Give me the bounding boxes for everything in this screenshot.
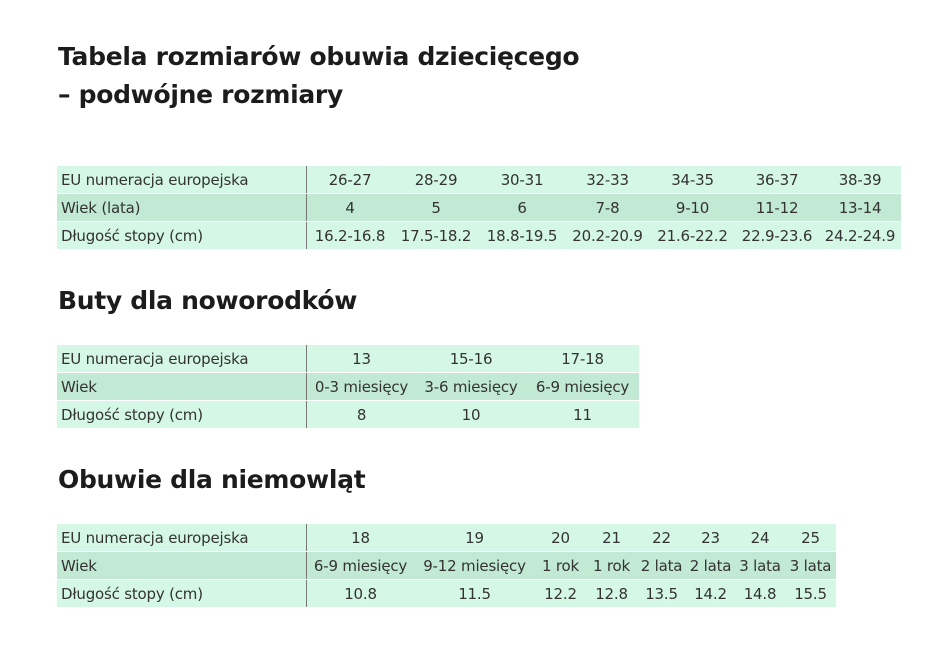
row-label: Wiek (57, 373, 307, 400)
row-label: Wiek (lata) (57, 194, 307, 221)
table-cell: 1 rok (586, 552, 637, 579)
table-cell: 9-10 (650, 194, 735, 221)
table-row: Wiek (lata) 4 5 6 7-8 9-10 11-12 13-14 (57, 194, 901, 221)
table-cell: 22 (637, 524, 686, 551)
table-cell: 19 (414, 524, 535, 551)
table-cell: 21.6-22.2 (650, 222, 735, 249)
table-cell: 26-27 (307, 166, 393, 193)
table-row: Wiek 0-3 miesięcy 3-6 miesięcy 6-9 miesięcy (57, 373, 639, 400)
table-cell: 24.2-24.9 (819, 222, 901, 249)
table-cell: 6-9 miesięcy (307, 552, 414, 579)
table-cell: 23 (686, 524, 735, 551)
table-cell: 17.5-18.2 (393, 222, 479, 249)
table-cell: 22.9-23.6 (735, 222, 819, 249)
table-cell: 11.5 (414, 580, 535, 607)
table-cell: 21 (586, 524, 637, 551)
table-cell: 15.5 (785, 580, 836, 607)
table-cell: 17-18 (526, 345, 639, 372)
table-cell: 34-35 (650, 166, 735, 193)
size-table-double: EU numeracja europejska 26-27 28-29 30-31 32… (57, 165, 901, 250)
table-cell: 4 (307, 194, 393, 221)
size-table-newborn: EU numeracja europejska 13 15-16 17-18 Wiek 0… (57, 344, 639, 429)
table-cell: 5 (393, 194, 479, 221)
title-line-2: – podwójne rozmiary (58, 80, 343, 109)
table-cell: 30-31 (479, 166, 565, 193)
row-label: Wiek (57, 552, 307, 579)
table-cell: 3 lata (785, 552, 836, 579)
row-label: EU numeracja europejska (57, 345, 307, 372)
table-row: Długość stopy (cm) 16.2-16.8 17.5-18.2 18.8… (57, 222, 901, 249)
table-cell: 10 (416, 401, 526, 428)
table-cell: 2 lata (637, 552, 686, 579)
table-cell: 14.2 (686, 580, 735, 607)
table-cell: 20 (535, 524, 586, 551)
table-cell: 6-9 miesięcy (526, 373, 639, 400)
table-cell: 13-14 (819, 194, 901, 221)
table-cell: 0-3 miesięcy (307, 373, 416, 400)
table-row: Długość stopy (cm) 10.8 11.5 12.2 12.8 13.5 14… (57, 580, 836, 607)
table-cell: 28-29 (393, 166, 479, 193)
table-row: EU numeracja europejska 18 19 20 21 22 23 24 25 (57, 524, 836, 551)
table-cell: 6 (479, 194, 565, 221)
table-cell: 2 lata (686, 552, 735, 579)
table-cell: 36-37 (735, 166, 819, 193)
row-label: Długość stopy (cm) (57, 401, 307, 428)
table-cell: 11-12 (735, 194, 819, 221)
table-cell: 11 (526, 401, 639, 428)
row-label: EU numeracja europejska (57, 166, 307, 193)
table-cell: 18.8-19.5 (479, 222, 565, 249)
row-label: Długość stopy (cm) (57, 222, 307, 249)
table-cell: 1 rok (535, 552, 586, 579)
table-cell: 7-8 (565, 194, 650, 221)
table-cell: 13 (307, 345, 416, 372)
table-cell: 3-6 miesięcy (416, 373, 526, 400)
table-cell: 10.8 (307, 580, 414, 607)
table-cell: 24 (735, 524, 785, 551)
table-cell: 15-16 (416, 345, 526, 372)
heading-infant: Obuwie dla niemowląt (58, 465, 366, 494)
row-label: Długość stopy (cm) (57, 580, 307, 607)
heading-newborn: Buty dla noworodków (58, 286, 358, 315)
page-title: Tabela rozmiarów obuwia dziecięcego – pod… (58, 38, 580, 114)
table-row: EU numeracja europejska 13 15-16 17-18 (57, 345, 639, 372)
table-cell: 12.2 (535, 580, 586, 607)
table-cell: 3 lata (735, 552, 785, 579)
table-row: Długość stopy (cm) 8 10 11 (57, 401, 639, 428)
table-row: EU numeracja europejska 26-27 28-29 30-31 32… (57, 166, 901, 193)
table-cell: 32-33 (565, 166, 650, 193)
table-cell: 16.2-16.8 (307, 222, 393, 249)
table-cell: 14.8 (735, 580, 785, 607)
table-cell: 8 (307, 401, 416, 428)
table-cell: 20.2-20.9 (565, 222, 650, 249)
table-cell: 38-39 (819, 166, 901, 193)
title-line-1: Tabela rozmiarów obuwia dziecięcego (58, 42, 580, 71)
table-cell: 13.5 (637, 580, 686, 607)
table-cell: 9-12 miesięcy (414, 552, 535, 579)
table-cell: 25 (785, 524, 836, 551)
table-cell: 18 (307, 524, 414, 551)
size-table-infant: EU numeracja europejska 18 19 20 21 22 23 24 25 W… (57, 523, 836, 608)
table-cell: 12.8 (586, 580, 637, 607)
table-row: Wiek 6-9 miesięcy 9-12 miesięcy 1 rok 1 rok 2… (57, 552, 836, 579)
row-label: EU numeracja europejska (57, 524, 307, 551)
